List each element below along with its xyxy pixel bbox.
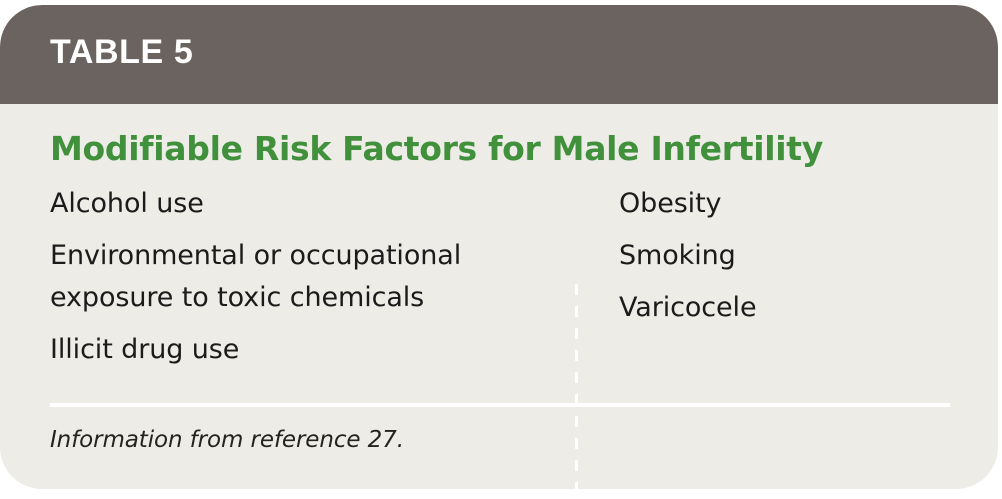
list-item: Illicit drug use	[50, 334, 240, 365]
left-column: Alcohol use Environmental or occupationa…	[50, 183, 560, 381]
footer-divider	[50, 403, 950, 407]
table-card: TABLE 5 Modifiable Risk Factors for Male…	[0, 5, 998, 489]
table-number-label: TABLE 5	[50, 33, 194, 71]
risk-factor-columns: Alcohol use Environmental or occupationa…	[0, 183, 998, 403]
list-item: Environmental or occupational exposure t…	[50, 240, 462, 313]
right-column: Obesity Smoking Varicocele	[619, 183, 959, 339]
table-header-bar: TABLE 5	[0, 5, 998, 104]
list-item: Obesity	[619, 188, 722, 219]
list-item: Varicocele	[619, 292, 757, 323]
list-item: Smoking	[619, 240, 736, 271]
page-title: Modifiable Risk Factors for Male Inferti…	[50, 129, 823, 168]
list-item: Alcohol use	[50, 188, 204, 219]
table-body: Modifiable Risk Factors for Male Inferti…	[0, 104, 998, 489]
column-divider	[575, 284, 578, 489]
source-note: Information from reference 27.	[50, 427, 404, 453]
